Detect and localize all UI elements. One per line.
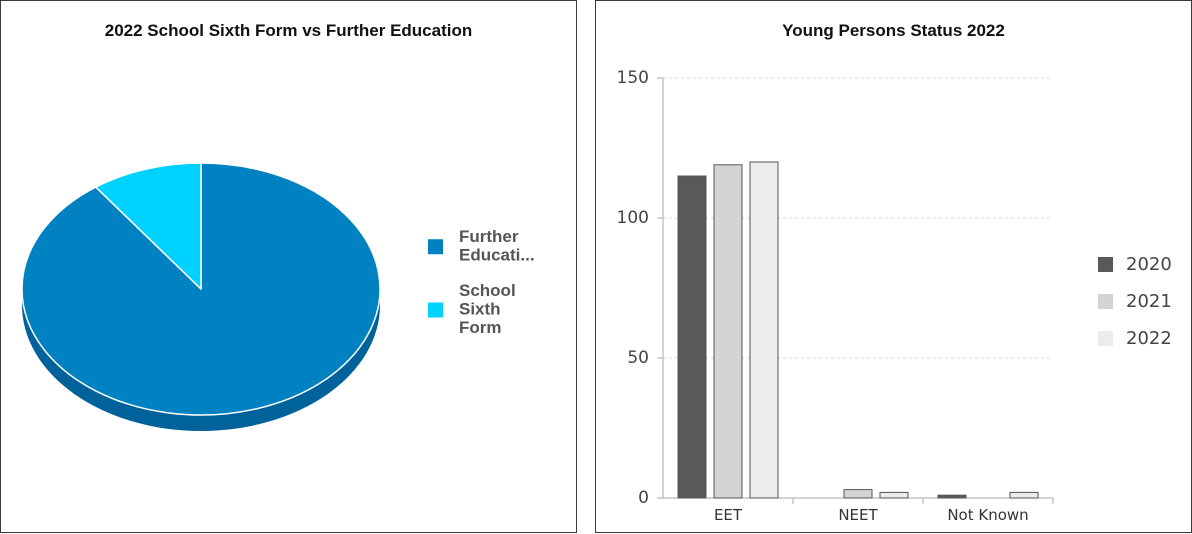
x-tick-label: NEET — [838, 506, 878, 524]
pie-chart-title: 2022 School Sixth Form vs Further Educat… — [104, 21, 473, 40]
legend-label: 2021 — [1126, 291, 1172, 312]
pie-slice — [21, 162, 381, 416]
pie-slice — [95, 162, 202, 290]
bar — [677, 175, 707, 499]
x-tick-label: EET — [714, 506, 743, 524]
bar — [1009, 491, 1039, 499]
bar — [937, 494, 967, 499]
legend-label: 2022 — [1126, 328, 1172, 349]
bar — [879, 491, 909, 499]
y-tick-label: 100 — [617, 208, 649, 228]
bar — [843, 489, 873, 499]
bar-chart-title: Young Persons Status 2022 — [782, 21, 1005, 40]
legend-swatch — [428, 239, 443, 255]
x-tick-label: Not Known — [947, 506, 1028, 524]
legend-swatch — [1098, 294, 1113, 309]
y-tick-label: 50 — [627, 348, 649, 368]
pie-chart-svg: Further Educati... School Sixth Form — [21, 162, 535, 431]
legend-label: Further Educati... — [459, 227, 535, 265]
bar — [713, 164, 743, 499]
legend-label: School Sixth Form — [459, 281, 516, 337]
legend-swatch — [1098, 257, 1113, 272]
legend-label: 2020 — [1126, 254, 1172, 275]
bar-chart-svg: 0 50 100 150 EET NEET Not Known 2020 2021 2022 — [617, 68, 1172, 524]
bar — [749, 161, 779, 499]
legend-swatch — [428, 302, 443, 318]
y-tick-label: 0 — [638, 488, 649, 508]
y-tick-label: 150 — [617, 68, 649, 88]
pie-chart-panel: 2022 School Sixth Form vs Further Educat… — [0, 0, 577, 533]
legend-swatch — [1098, 331, 1113, 346]
bar-chart-panel: Young Persons Status 2022 0 50 100 150 EET NE… — [595, 0, 1192, 533]
